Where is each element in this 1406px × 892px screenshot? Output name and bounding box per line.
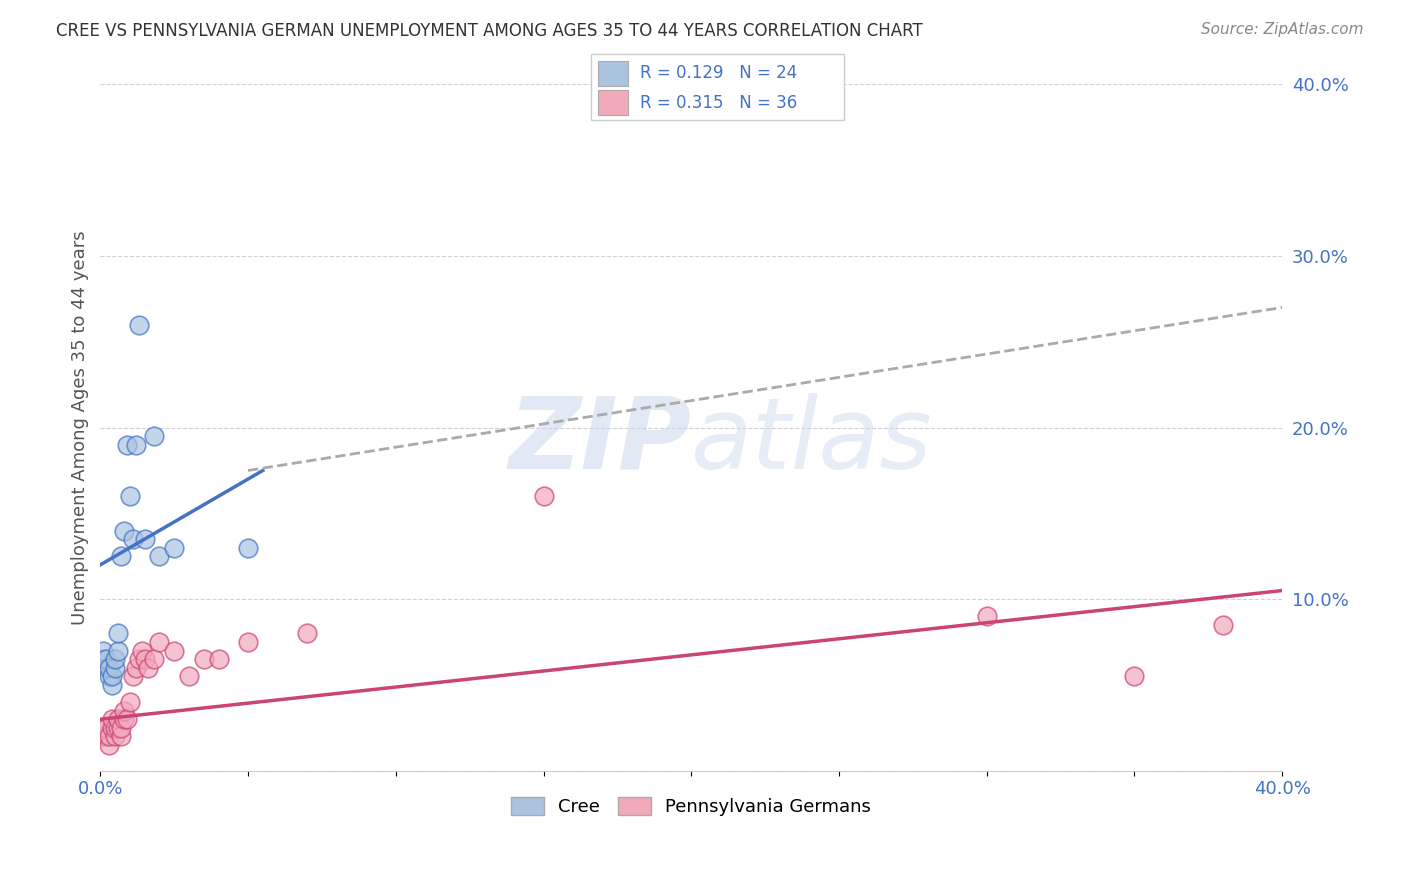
Point bbox=[98, 661, 121, 675]
Point bbox=[128, 652, 150, 666]
Point bbox=[107, 712, 129, 726]
Point bbox=[115, 712, 138, 726]
Point bbox=[118, 695, 141, 709]
Point bbox=[107, 643, 129, 657]
Point bbox=[91, 730, 114, 744]
Point bbox=[295, 626, 318, 640]
Point bbox=[131, 643, 153, 657]
Point bbox=[112, 524, 135, 538]
Point bbox=[98, 730, 121, 744]
Point bbox=[112, 712, 135, 726]
Point bbox=[121, 532, 143, 546]
Point bbox=[136, 661, 159, 675]
Point bbox=[101, 669, 124, 683]
Point bbox=[163, 541, 186, 555]
Point bbox=[1212, 618, 1234, 632]
Point bbox=[128, 318, 150, 332]
Point bbox=[107, 626, 129, 640]
Point bbox=[1123, 669, 1146, 683]
Point bbox=[533, 489, 555, 503]
Point bbox=[96, 721, 118, 735]
Point bbox=[115, 438, 138, 452]
Point bbox=[96, 730, 118, 744]
Point bbox=[177, 669, 200, 683]
Text: CREE VS PENNSYLVANIA GERMAN UNEMPLOYMENT AMONG AGES 35 TO 44 YEARS CORRELATION C: CREE VS PENNSYLVANIA GERMAN UNEMPLOYMENT… bbox=[56, 22, 922, 40]
Point bbox=[104, 721, 127, 735]
Point bbox=[96, 661, 118, 675]
Point bbox=[112, 704, 135, 718]
Point bbox=[134, 532, 156, 546]
Legend: Cree, Pennsylvania Germans: Cree, Pennsylvania Germans bbox=[505, 789, 879, 823]
Text: atlas: atlas bbox=[692, 392, 934, 490]
Point bbox=[104, 661, 127, 675]
Point bbox=[118, 489, 141, 503]
Text: Source: ZipAtlas.com: Source: ZipAtlas.com bbox=[1201, 22, 1364, 37]
Point bbox=[101, 712, 124, 726]
Point bbox=[107, 721, 129, 735]
Point bbox=[236, 541, 259, 555]
Point bbox=[193, 652, 215, 666]
Point bbox=[134, 652, 156, 666]
Point bbox=[110, 721, 132, 735]
Point bbox=[148, 635, 170, 649]
Point bbox=[207, 652, 229, 666]
Point bbox=[104, 730, 127, 744]
Text: R = 0.129   N = 24: R = 0.129 N = 24 bbox=[640, 64, 797, 82]
Text: R = 0.315   N = 36: R = 0.315 N = 36 bbox=[640, 94, 797, 112]
Y-axis label: Unemployment Among Ages 35 to 44 years: Unemployment Among Ages 35 to 44 years bbox=[72, 230, 89, 625]
Point bbox=[121, 669, 143, 683]
Point bbox=[163, 643, 186, 657]
Point bbox=[142, 652, 165, 666]
Point bbox=[125, 438, 148, 452]
Point bbox=[110, 730, 132, 744]
Point bbox=[98, 669, 121, 683]
Point bbox=[101, 721, 124, 735]
Point bbox=[148, 549, 170, 564]
Point bbox=[142, 429, 165, 443]
Point bbox=[110, 549, 132, 564]
Text: ZIP: ZIP bbox=[509, 392, 692, 490]
Point bbox=[976, 609, 998, 624]
Point bbox=[98, 738, 121, 752]
Point bbox=[91, 652, 114, 666]
Point bbox=[236, 635, 259, 649]
Point bbox=[96, 652, 118, 666]
Point bbox=[101, 678, 124, 692]
Point bbox=[104, 652, 127, 666]
Point bbox=[91, 643, 114, 657]
Point bbox=[91, 721, 114, 735]
Point bbox=[125, 661, 148, 675]
